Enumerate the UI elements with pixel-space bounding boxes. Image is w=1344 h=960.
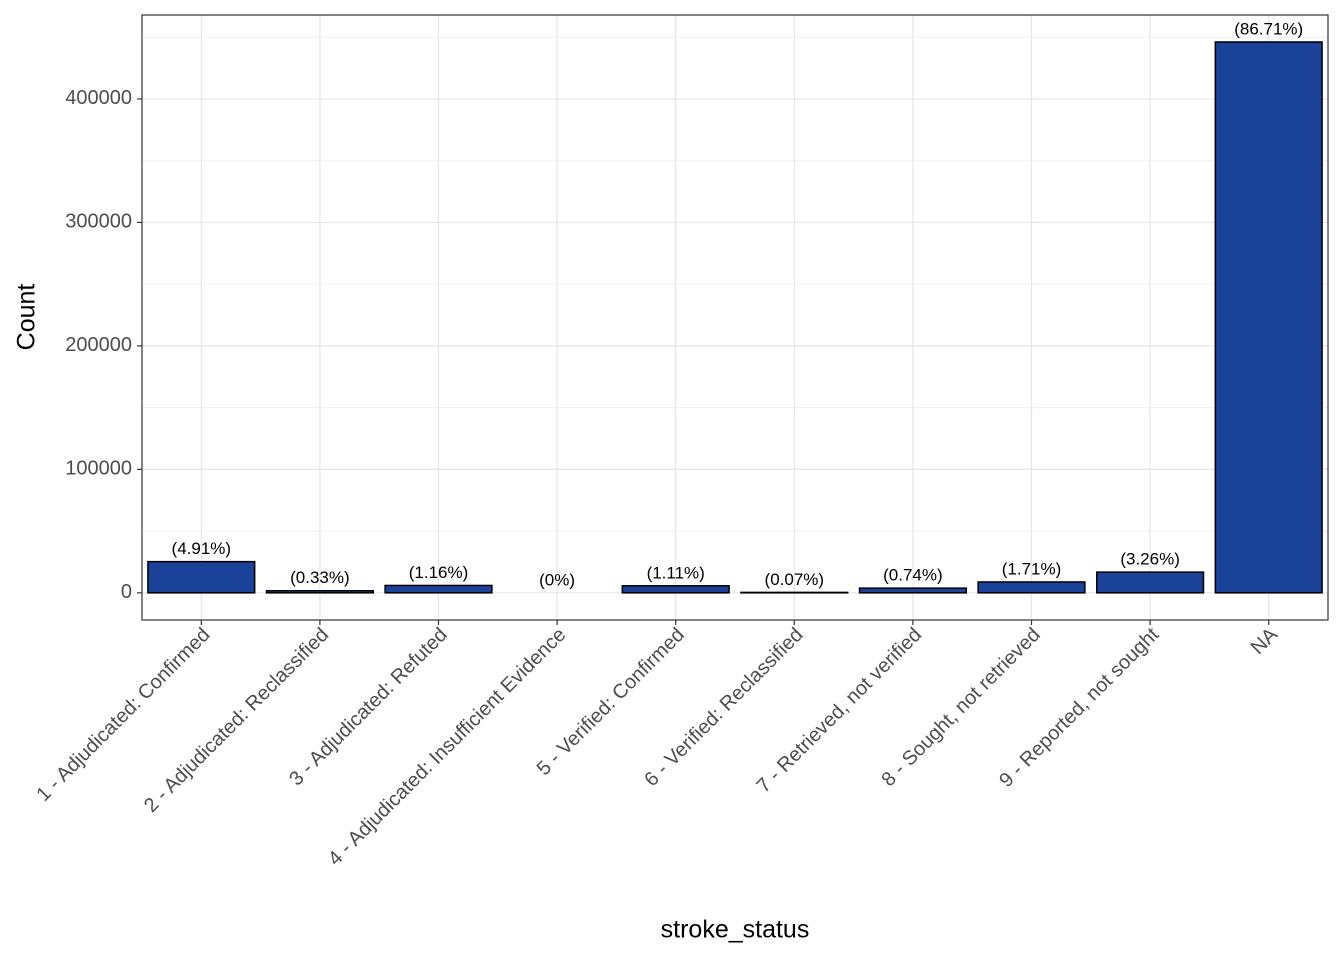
y-tick-label: 200000 [65, 334, 132, 356]
panel-border [141, 14, 1329, 621]
y-tick-label: 300000 [65, 211, 132, 233]
y-tick-label: 400000 [65, 87, 132, 109]
data-label: (86.71%) [1234, 19, 1303, 38]
data-label: (0.33%) [290, 568, 350, 587]
data-label: (1.71%) [1002, 559, 1062, 578]
data-label: (3.26%) [1120, 550, 1180, 569]
bar [1214, 41, 1323, 594]
data-label: (0.74%) [883, 566, 943, 585]
data-label: (1.16%) [409, 563, 469, 582]
data-label: (0.07%) [765, 570, 825, 589]
bar [384, 584, 493, 594]
bar [1095, 571, 1205, 594]
data-label: (0%) [539, 570, 575, 589]
data-label: (4.91%) [172, 539, 232, 558]
bar [977, 581, 1086, 594]
y-axis-title: Count [13, 284, 41, 351]
x-axis-title: stroke_status [661, 916, 810, 944]
bar [147, 560, 256, 594]
x-tick-label: 4 - Adjudicated: Insufficient Evidence [324, 624, 570, 870]
bar [858, 587, 968, 594]
data-label: (1.11%) [647, 563, 705, 582]
y-tick-label: 100000 [65, 458, 132, 480]
x-tick-label: NA [1247, 623, 1283, 659]
bar [265, 589, 375, 594]
bar [621, 585, 730, 594]
y-tick-label: 0 [121, 581, 132, 603]
